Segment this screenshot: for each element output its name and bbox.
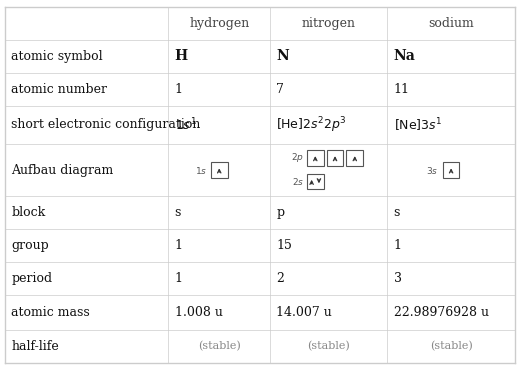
Bar [346,150,363,166]
Text: atomic symbol: atomic symbol [11,50,103,63]
Bar [443,162,460,178]
Text: (stable): (stable) [198,341,241,351]
Bar [307,150,323,166]
Text: 1: 1 [175,83,183,96]
Text: H: H [175,49,188,63]
Text: p: p [277,206,284,219]
Text: atomic number: atomic number [11,83,108,96]
Text: group: group [11,239,49,252]
Text: block: block [11,206,46,219]
Bar [211,162,228,178]
Text: 1.008 u: 1.008 u [175,306,223,319]
Text: $\mathrm{[He]}2s^{2}2p^{3}$: $\mathrm{[He]}2s^{2}2p^{3}$ [277,115,347,135]
Text: 14.007 u: 14.007 u [277,306,332,319]
Text: $2s$: $2s$ [292,176,304,187]
Text: 11: 11 [394,83,410,96]
Text: 1: 1 [175,272,183,285]
Text: 1: 1 [175,239,183,252]
Text: 1: 1 [394,239,401,252]
Text: s: s [175,206,181,219]
Text: atomic mass: atomic mass [11,306,90,319]
Text: period: period [11,272,53,285]
Bar [307,174,323,189]
Text: short electronic configuration: short electronic configuration [11,118,201,131]
Text: $\mathrm{[Ne]}3s^{1}$: $\mathrm{[Ne]}3s^{1}$ [394,116,442,134]
Bar [327,150,343,166]
Text: sodium: sodium [428,17,474,30]
Text: s: s [394,206,400,219]
Text: (stable): (stable) [430,341,473,351]
Text: $1s^{1}$: $1s^{1}$ [175,117,196,133]
Text: 22.98976928 u: 22.98976928 u [394,306,489,319]
Text: 3: 3 [394,272,401,285]
Text: 15: 15 [277,239,292,252]
Text: $1s$: $1s$ [194,165,207,176]
Text: half-life: half-life [11,340,59,353]
Text: Aufbau diagram: Aufbau diagram [11,164,114,176]
Text: (stable): (stable) [307,341,350,351]
Text: Na: Na [394,49,415,63]
Text: $3s$: $3s$ [426,165,439,176]
Text: nitrogen: nitrogen [302,17,356,30]
Text: 2: 2 [277,272,284,285]
Text: N: N [277,49,289,63]
Text: hydrogen: hydrogen [189,17,250,30]
Text: 7: 7 [277,83,284,96]
Text: $2p$: $2p$ [291,151,304,164]
